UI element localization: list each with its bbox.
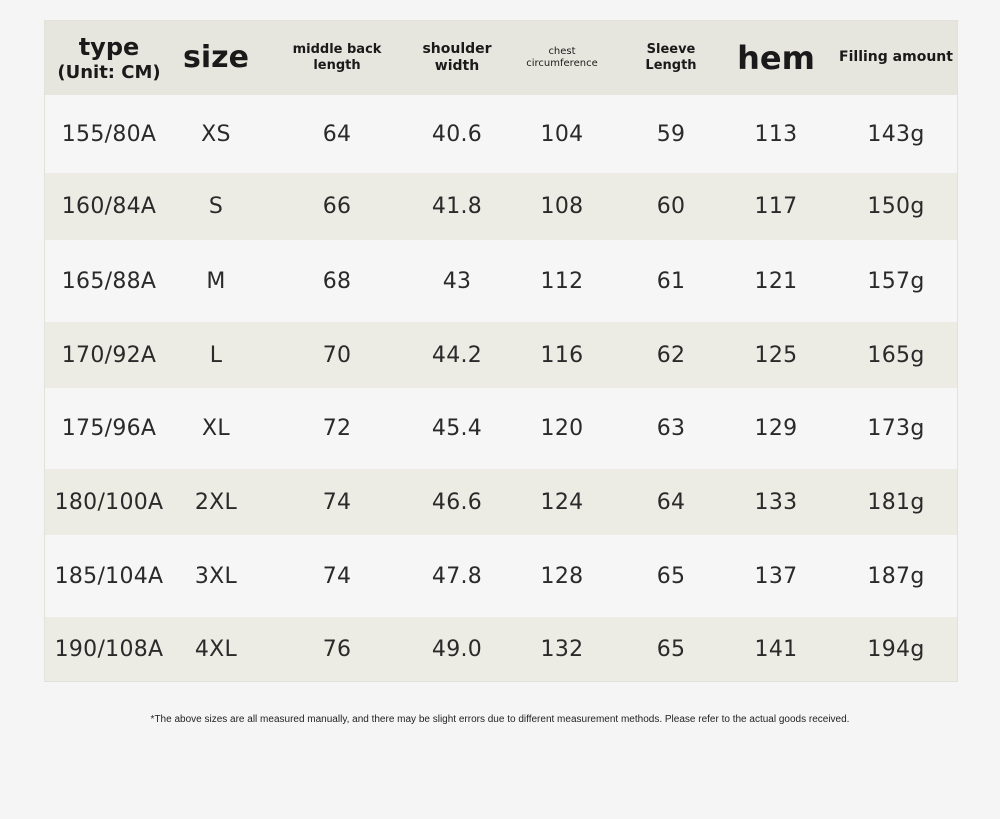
header-middle-back-length: middle back length bbox=[259, 21, 415, 95]
cell-hem: 133 bbox=[754, 489, 798, 515]
cell-middle-back-length: 68 bbox=[322, 268, 352, 294]
cell-shoulder-width: 43 bbox=[442, 268, 472, 294]
header-shoulder-line2: width bbox=[434, 58, 480, 74]
header-chest-line1: chest bbox=[548, 45, 576, 57]
table-row: 170/92A L 70 44.2 116 62 125 165g bbox=[45, 322, 957, 388]
table-row: 190/108A 4XL 76 49.0 132 65 141 194g bbox=[45, 617, 957, 681]
cell-type: 160/84A bbox=[61, 194, 157, 219]
header-sleeve-line2: Length bbox=[645, 58, 697, 73]
cell-middle-back-length: 74 bbox=[322, 489, 352, 515]
header-size-label: size bbox=[183, 40, 249, 76]
cell-size: 2XL bbox=[194, 489, 238, 515]
cell-size: XS bbox=[201, 121, 231, 147]
header-filling-label: Filling amount bbox=[839, 49, 953, 66]
cell-chest-circumference: 108 bbox=[540, 194, 584, 219]
cell-hem: 129 bbox=[754, 416, 798, 441]
cell-hem: 121 bbox=[754, 268, 798, 294]
header-filling-amount: Filling amount bbox=[835, 21, 957, 95]
table-row: 175/96A XL 72 45.4 120 63 129 173g bbox=[45, 388, 957, 469]
cell-type: 180/100A bbox=[54, 489, 164, 515]
cell-filling-amount: 150g bbox=[867, 194, 925, 219]
cell-filling-amount: 194g bbox=[867, 636, 925, 662]
cell-chest-circumference: 116 bbox=[540, 342, 584, 368]
cell-sleeve-length: 64 bbox=[656, 489, 686, 515]
cell-chest-circumference: 112 bbox=[540, 268, 584, 294]
header-shoulder-width: shoulder width bbox=[415, 21, 499, 95]
cell-filling-amount: 165g bbox=[867, 342, 925, 368]
cell-size: 4XL bbox=[194, 636, 238, 662]
cell-hem: 125 bbox=[754, 342, 798, 368]
cell-filling-amount: 173g bbox=[867, 416, 925, 441]
header-hem: hem bbox=[717, 21, 835, 95]
cell-middle-back-length: 66 bbox=[322, 194, 352, 219]
cell-sleeve-length: 65 bbox=[656, 563, 686, 589]
cell-filling-amount: 181g bbox=[867, 489, 925, 515]
header-type-unit: (Unit: CM) bbox=[57, 61, 161, 83]
cell-middle-back-length: 74 bbox=[322, 563, 352, 589]
header-type: type (Unit: CM) bbox=[45, 21, 173, 95]
cell-size: S bbox=[208, 194, 224, 219]
cell-filling-amount: 143g bbox=[867, 121, 925, 147]
table-row: 160/84A S 66 41.8 108 60 117 150g bbox=[45, 173, 957, 240]
header-chest-circumference: chest circumference bbox=[499, 21, 625, 95]
cell-type: 190/108A bbox=[54, 636, 164, 662]
cell-shoulder-width: 47.8 bbox=[431, 563, 483, 589]
cell-size: XL bbox=[202, 416, 230, 441]
cell-size: L bbox=[209, 342, 223, 368]
cell-chest-circumference: 104 bbox=[540, 121, 584, 147]
cell-shoulder-width: 49.0 bbox=[431, 636, 483, 662]
cell-type: 185/104A bbox=[54, 563, 164, 589]
cell-sleeve-length: 62 bbox=[656, 342, 686, 368]
cell-hem: 113 bbox=[754, 121, 798, 147]
header-shoulder-line1: shoulder bbox=[422, 40, 492, 57]
table-row: 155/80A XS 64 40.6 104 59 113 143g bbox=[45, 95, 957, 173]
header-type-label: type bbox=[78, 32, 140, 61]
cell-hem: 117 bbox=[754, 194, 798, 219]
header-sleeve-line1: Sleeve bbox=[646, 41, 696, 57]
header-middle-back-line2: length bbox=[313, 58, 361, 73]
cell-sleeve-length: 60 bbox=[656, 194, 686, 219]
size-chart-table: type (Unit: CM) size middle back length … bbox=[44, 20, 958, 682]
cell-type: 170/92A bbox=[61, 342, 157, 368]
cell-shoulder-width: 40.6 bbox=[431, 121, 483, 147]
table-row: 185/104A 3XL 74 47.8 128 65 137 187g bbox=[45, 535, 957, 617]
cell-chest-circumference: 128 bbox=[540, 563, 584, 589]
cell-hem: 137 bbox=[754, 563, 798, 589]
header-middle-back-line1: middle back bbox=[292, 41, 382, 57]
cell-sleeve-length: 65 bbox=[656, 636, 686, 662]
cell-middle-back-length: 76 bbox=[322, 636, 352, 662]
header-sleeve-length: Sleeve Length bbox=[625, 21, 717, 95]
cell-middle-back-length: 70 bbox=[322, 342, 352, 368]
header-chest-line2: circumference bbox=[526, 58, 598, 69]
cell-filling-amount: 187g bbox=[867, 563, 925, 589]
cell-shoulder-width: 46.6 bbox=[431, 489, 483, 515]
measurement-footnote: *The above sizes are all measured manual… bbox=[150, 714, 850, 725]
cell-type: 175/96A bbox=[61, 416, 157, 441]
cell-shoulder-width: 44.2 bbox=[431, 342, 483, 368]
cell-size: M bbox=[206, 268, 226, 294]
header-hem-label: hem bbox=[737, 39, 815, 77]
cell-type: 165/88A bbox=[61, 268, 157, 294]
cell-sleeve-length: 61 bbox=[656, 268, 686, 294]
cell-chest-circumference: 132 bbox=[540, 636, 584, 662]
cell-middle-back-length: 64 bbox=[322, 121, 352, 147]
cell-hem: 141 bbox=[754, 636, 798, 662]
cell-middle-back-length: 72 bbox=[322, 416, 352, 441]
cell-chest-circumference: 124 bbox=[540, 489, 584, 515]
cell-filling-amount: 157g bbox=[867, 268, 925, 294]
cell-sleeve-length: 59 bbox=[656, 121, 686, 147]
cell-chest-circumference: 120 bbox=[540, 416, 584, 441]
cell-type: 155/80A bbox=[61, 121, 157, 147]
cell-shoulder-width: 45.4 bbox=[431, 416, 483, 441]
table-row: 165/88A M 68 43 112 61 121 157g bbox=[45, 240, 957, 322]
cell-shoulder-width: 41.8 bbox=[431, 194, 483, 219]
header-size: size bbox=[173, 21, 259, 95]
table-row: 180/100A 2XL 74 46.6 124 64 133 181g bbox=[45, 469, 957, 535]
cell-size: 3XL bbox=[194, 563, 238, 589]
cell-sleeve-length: 63 bbox=[656, 416, 686, 441]
table-header: type (Unit: CM) size middle back length … bbox=[45, 21, 957, 95]
